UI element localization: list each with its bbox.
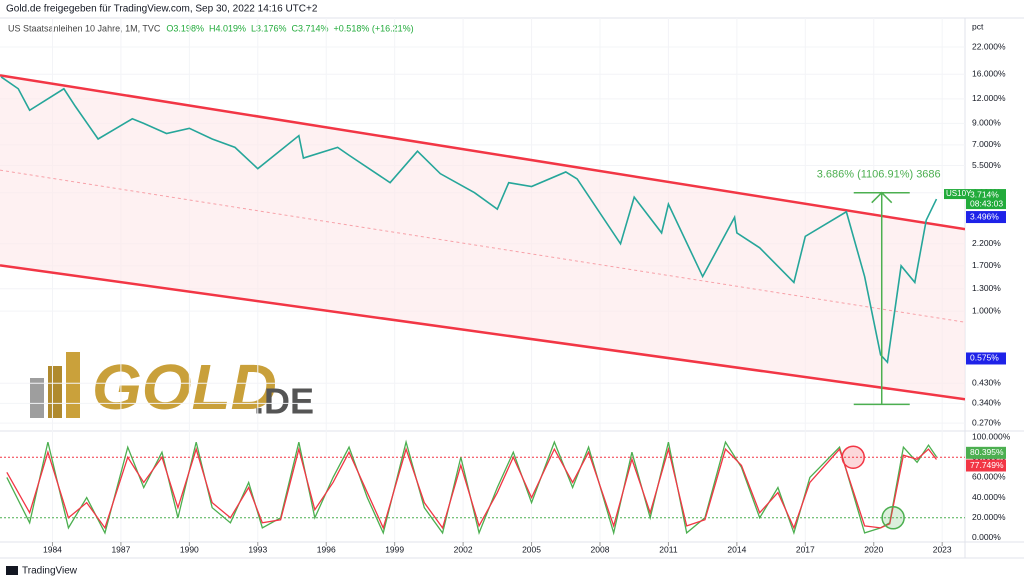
y-tick-label: 0.000%: [972, 532, 1001, 542]
y-tick-label: 20.000%: [972, 512, 1006, 522]
value-label: 80.395%: [970, 447, 1004, 457]
price-line: [0, 76, 938, 365]
ohlc-value: L3.176%: [251, 23, 287, 33]
symbol-label: US10Y: [946, 189, 972, 198]
channel-midline: [0, 169, 965, 323]
y-tick-label: 1.700%: [972, 260, 1001, 270]
channel-fill: [0, 75, 965, 400]
price-label: 3.496%: [970, 211, 999, 221]
oscillator-line: [6, 446, 937, 530]
symbol-legend: US Staatsanleihen 10 Jahre, 1M, TVC: [8, 23, 161, 33]
x-tick-label: 2014: [727, 544, 746, 554]
x-tick-label: 2002: [454, 544, 473, 554]
y-tick-label: 2.200%: [972, 238, 1001, 248]
y-tick-label: 7.000%: [972, 139, 1001, 149]
y-tick-label: 60.000%: [972, 472, 1006, 482]
share-title: Gold.de freigegeben für TradingView.com,…: [6, 4, 318, 15]
last-price-label: 3.714%: [970, 189, 999, 199]
marker-circle: [841, 445, 865, 469]
y-tick-label: 40.000%: [972, 492, 1006, 502]
x-tick-label: 1999: [385, 544, 404, 554]
channel-line: [0, 264, 965, 401]
footer-brand: TradingView: [22, 566, 78, 577]
y-tick-label: 0.270%: [972, 417, 1001, 427]
value-label: 77.749%: [970, 460, 1004, 470]
x-tick-label: 2020: [864, 544, 883, 554]
x-tick-label: 1996: [317, 544, 336, 554]
countdown: 08:43:03: [970, 198, 1003, 208]
y-tick-label: 0.430%: [972, 378, 1001, 388]
ohlc-legend: O3.198% H4.019% L3.176% C3.714% +0.518% (+16…: [166, 23, 413, 33]
price-label: 0.575%: [970, 353, 999, 363]
ohlc-value: C3.714%: [292, 23, 329, 33]
y-tick-label: 0.340%: [972, 398, 1001, 408]
x-tick-label: 1987: [111, 544, 130, 554]
logo-bar: [66, 352, 80, 418]
axis-unit: pct: [972, 21, 984, 31]
y-tick-label: 12.000%: [972, 93, 1006, 103]
y-tick-label: 1.300%: [972, 283, 1001, 293]
y-tick-label: 1.000%: [972, 305, 1001, 315]
measure-arrow: [871, 191, 893, 204]
x-tick-label: 2011: [659, 544, 678, 554]
x-tick-label: 2017: [796, 544, 815, 554]
price-label-box: [966, 352, 1006, 365]
value-label-box: [966, 459, 1006, 472]
logo: GOLD .DE: [30, 351, 314, 423]
logo-bar: [48, 366, 62, 418]
logo-bar: [30, 378, 44, 418]
symbol-box: [944, 189, 966, 200]
last-price-box: [966, 189, 1006, 210]
x-tick-label: 2023: [933, 544, 952, 554]
y-tick-label: 100.000%: [972, 431, 1011, 441]
ohlc-value: +0.518% (+16.21%): [334, 23, 414, 33]
plot-area: 3.686% (1106.91%) 3686: [0, 18, 965, 542]
x-tick-label: 1993: [248, 544, 267, 554]
value-label-box: [966, 446, 1006, 459]
measure-label: 3.686% (1106.91%) 3686: [817, 169, 941, 181]
marker-circle: [881, 506, 905, 530]
x-tick-label: 1984: [43, 544, 62, 554]
tv-icon: [6, 566, 18, 575]
x-tick-label: 2008: [591, 544, 610, 554]
price-label-box: [966, 211, 1006, 224]
ohlc-value: H4.019%: [209, 23, 246, 33]
y-tick-label: 16.000%: [972, 68, 1006, 78]
y-tick-label: 22.000%: [972, 41, 1006, 51]
x-tick-label: 1990: [180, 544, 199, 554]
y-tick-label: 5.500%: [972, 160, 1001, 170]
ohlc-value: O3.198%: [166, 23, 204, 33]
channel-line: [0, 74, 965, 231]
y-tick-label: 9.000%: [972, 118, 1001, 128]
logo-text: GOLD: [92, 351, 277, 423]
x-tick-label: 2005: [522, 544, 541, 554]
logo-suffix: .DE: [254, 381, 314, 422]
